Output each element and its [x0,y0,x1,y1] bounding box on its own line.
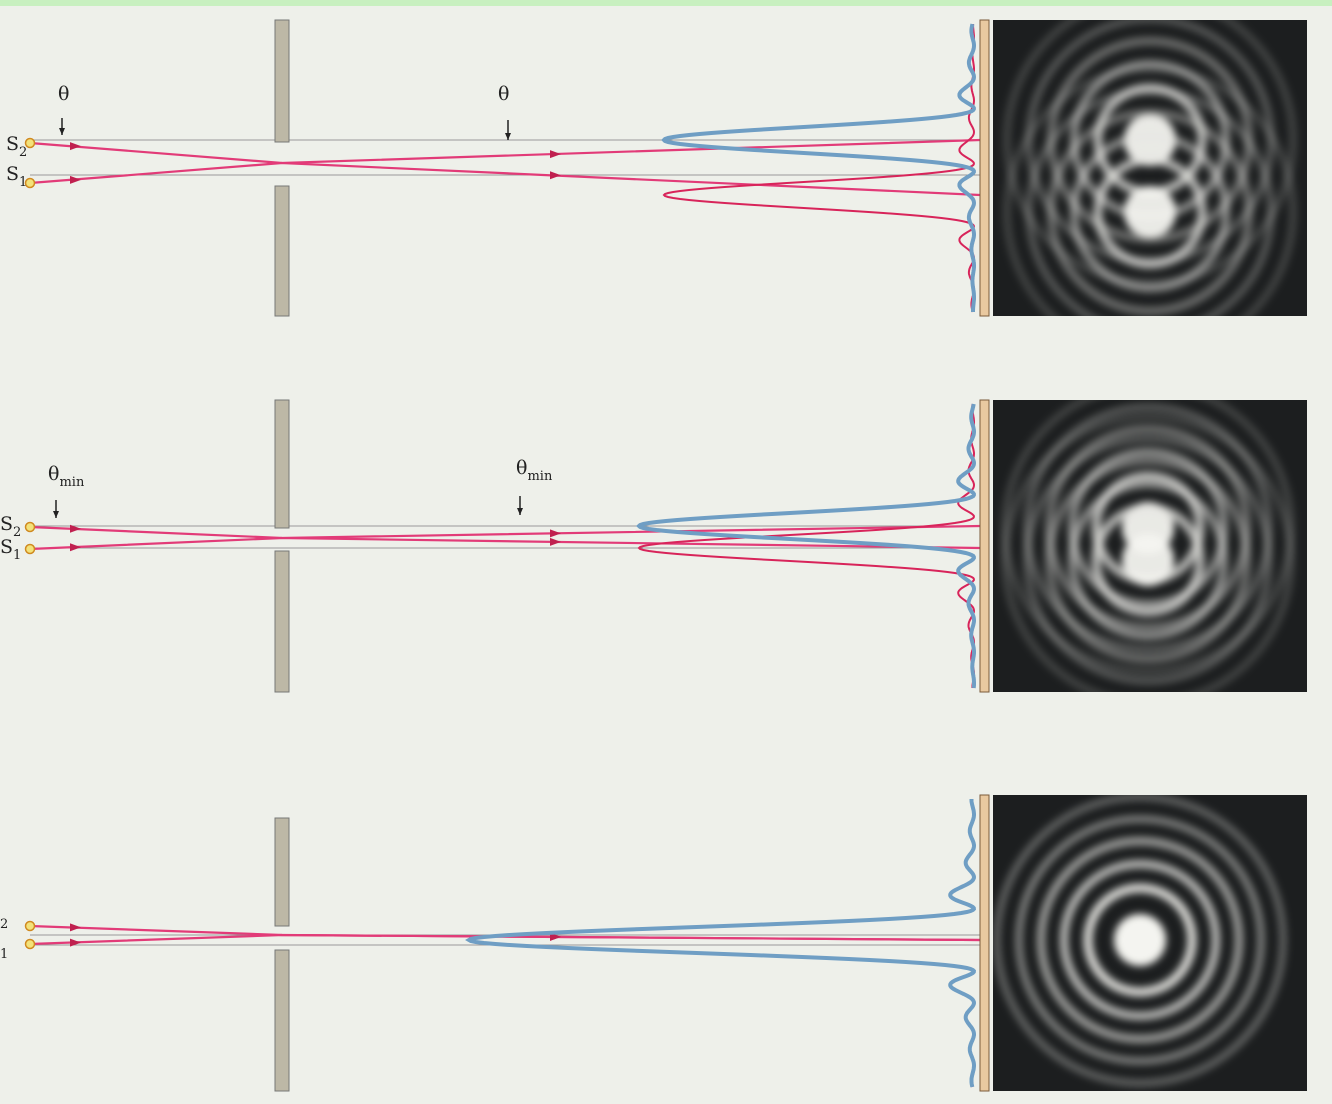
diffraction-image [997,797,1283,1083]
label-main: θ [58,83,69,105]
panel [26,795,1308,1091]
label-sub: min [527,469,552,484]
intensity-curve [469,799,974,1087]
label-sub: 2 [13,525,21,540]
label-sub: 2 [19,145,27,160]
ray-arrow [550,538,561,546]
label-sub: 1 [13,548,21,563]
label-main: S [6,163,19,185]
label-sub: min [59,475,84,490]
label: S1 [0,536,21,563]
label: θmin [516,457,553,484]
screen [980,795,989,1091]
panel [26,385,1308,703]
label: 1 [0,947,8,962]
label-main: θ [48,463,59,485]
pointer-head [53,511,59,518]
intensity-curve [469,799,974,1087]
ray-arrow [550,150,561,158]
ray-arrow [70,923,81,931]
source [26,940,35,949]
ray-arrow [550,171,561,179]
label-sub: 1 [0,947,8,962]
slit-plate [275,20,289,142]
ray [30,527,980,548]
label: S1 [6,163,27,190]
label-sub: 1 [19,175,27,190]
ray-arrow [550,529,561,537]
label-main: θ [516,457,527,479]
airy-disk [1122,534,1174,586]
slit-plate [275,186,289,316]
airy-disk [1124,186,1176,238]
intensity-curve [664,24,974,312]
screen [980,400,989,692]
pointer-head [59,128,65,135]
ray-arrow [70,142,81,150]
page: {"panels": [ {"angle_labels": [{"main": … [0,0,1332,1104]
label-main: S [0,536,13,558]
slit-plate [275,818,289,926]
intensity-curve [664,24,974,312]
source [26,922,35,931]
ray-arrow [70,176,81,184]
label-sub: 2 [0,917,8,932]
pointer-head [505,133,511,140]
source [26,545,35,554]
ray [30,143,980,195]
slit-plate [275,400,289,528]
label-main: θ [498,83,509,105]
label: θ [498,83,509,105]
label: 2 [0,917,8,932]
pointer-head [517,508,523,515]
source [26,523,35,532]
label: θ [58,83,69,105]
ray [30,140,980,183]
airy-disk [1114,914,1166,966]
label-main: S [6,133,19,155]
label: S2 [6,133,27,160]
ray-arrow [70,543,81,551]
top-border [0,0,1332,6]
slit-plate [275,950,289,1091]
slit-plate [275,551,289,692]
screen [980,20,989,316]
panel [26,0,1308,355]
label: θmin [48,463,85,490]
figure: θθS2S1θminθminS2S121 [0,0,1332,1104]
label-main: S [0,513,13,535]
